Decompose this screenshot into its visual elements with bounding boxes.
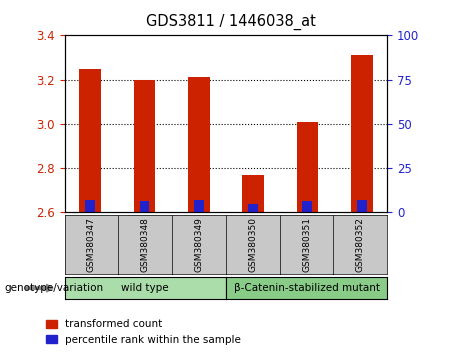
Bar (296, 122, 318, 212)
Text: genotype/variation: genotype/variation (5, 283, 104, 293)
Text: β-Catenin-stabilized mutant: β-Catenin-stabilized mutant (234, 283, 379, 293)
Legend: transformed count, percentile rank within the sample: transformed count, percentile rank withi… (42, 315, 245, 349)
Bar (194, 200, 204, 212)
Bar (188, 78, 210, 212)
Bar (248, 204, 258, 212)
Bar (79, 69, 101, 212)
Bar (85, 200, 95, 212)
Text: GDS3811 / 1446038_at: GDS3811 / 1446038_at (146, 14, 315, 30)
Text: wild type: wild type (121, 283, 169, 293)
Text: GSM380347: GSM380347 (87, 217, 96, 272)
Text: GSM380349: GSM380349 (195, 217, 203, 272)
Bar (140, 201, 149, 212)
Bar (351, 55, 372, 212)
Text: GSM380350: GSM380350 (248, 217, 257, 272)
Bar (134, 80, 155, 212)
Text: GSM380352: GSM380352 (356, 217, 365, 272)
Text: GSM380351: GSM380351 (302, 217, 311, 272)
Bar (357, 200, 366, 212)
Text: GSM380348: GSM380348 (141, 217, 150, 272)
Bar (242, 175, 264, 212)
Bar (302, 201, 312, 212)
